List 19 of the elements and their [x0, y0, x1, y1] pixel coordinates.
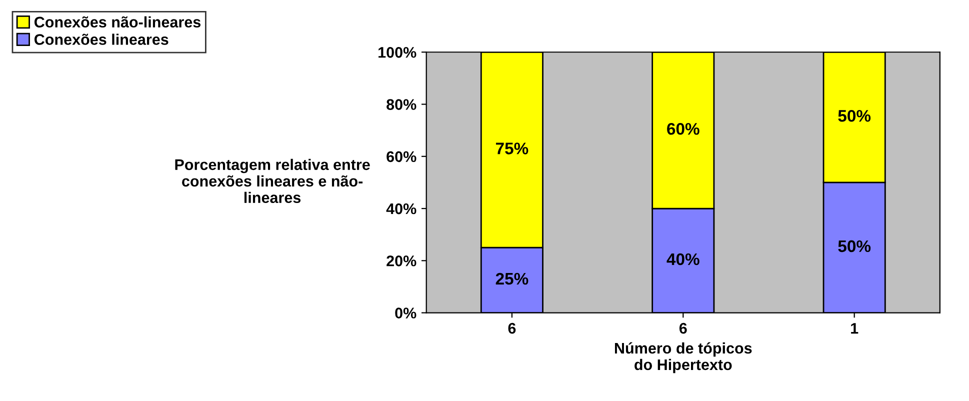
data-label: 40%	[666, 253, 700, 266]
y-axis-title: Porcentagem relativa entre conexões lineares e não- lineares	[175, 158, 370, 204]
data-label: 60%	[667, 122, 700, 135]
legend-label: Conexões não-lineares	[34, 16, 201, 28]
data-label: 75%	[496, 142, 528, 154]
x-axis-title: Número de tópicos do Hipertexto	[614, 342, 752, 374]
y-tick-label: 40%	[386, 203, 416, 214]
x-tick-label: 6	[508, 322, 516, 334]
y-tick-label: 100%	[378, 47, 416, 58]
y-tick-label: 0%	[395, 308, 416, 318]
y-tick-label: 60%	[386, 151, 416, 162]
x-tick-label: 1	[851, 323, 858, 334]
data-label: 50%	[838, 110, 871, 122]
data-label: 25%	[496, 272, 528, 285]
legend-label: Conexões lineares	[34, 34, 168, 45]
x-tick-label: 6	[679, 322, 687, 334]
y-tick-label: 80%	[386, 99, 416, 110]
data-label: 50%	[838, 240, 871, 252]
y-tick-label: 20%	[386, 256, 416, 266]
